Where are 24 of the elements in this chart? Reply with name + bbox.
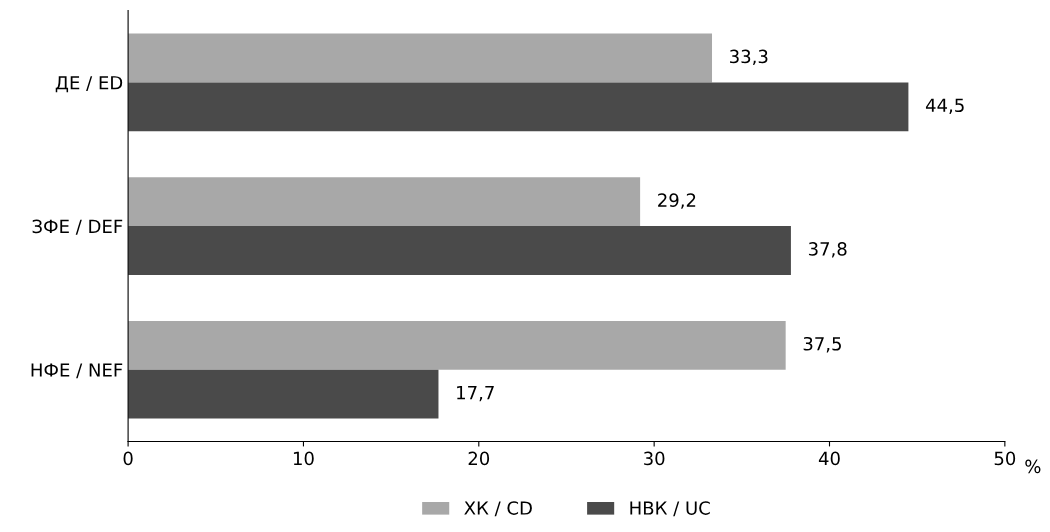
data-label: 29,2 [658, 193, 696, 209]
x-tick-label: 20 [468, 451, 490, 466]
data-label: 33,3 [730, 49, 768, 66]
data-label: 37,5 [803, 336, 841, 353]
data-label: 44,5 [925, 98, 964, 114]
y-tick-label: НФЕ / NEF [31, 363, 123, 379]
x-tick-label: 10 [293, 451, 314, 466]
y-tick-label: ДЕ / ED [55, 76, 123, 93]
bar [128, 369, 439, 419]
bar [128, 82, 909, 132]
x-tick-label: 30 [644, 451, 665, 466]
bar [128, 177, 641, 227]
bar [128, 33, 713, 83]
x-tick-label: 50 [994, 451, 1016, 466]
legend-label: ХК / CD [464, 501, 532, 517]
data-label: 17,7 [457, 385, 494, 402]
data-label: 37,8 [808, 242, 847, 258]
legend-label: НВК / UC [630, 501, 710, 517]
x-axis-title: % [1025, 459, 1041, 474]
bar [128, 226, 791, 275]
x-tick-label: 0 [123, 451, 133, 466]
x-tick-label: 40 [818, 451, 840, 466]
y-tick-label: ЗФЕ / DEF [32, 219, 123, 235]
bar [128, 320, 786, 370]
